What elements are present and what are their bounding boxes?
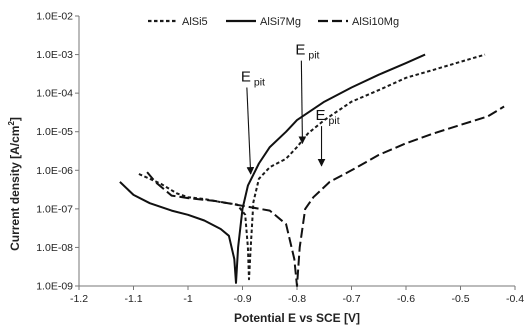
x-tick-label: -1 — [183, 293, 192, 305]
series-line-alsi7mg — [119, 53, 426, 284]
y-axis-title: Current density [A/cm2] — [7, 117, 22, 251]
x-tick-label: -1.2 — [70, 293, 88, 305]
y-tick-label: 1.0E-07 — [36, 203, 73, 215]
svg-text:Current density [A/cm2]: Current density [A/cm2] — [7, 117, 22, 251]
legend: AlSi5 AlSi7Mg AlSi10Mg — [148, 16, 399, 28]
y-tick-label: 1.0E-08 — [36, 242, 73, 254]
x-tick-label: -0.4 — [506, 293, 524, 305]
series-line-alsi5 — [138, 53, 486, 281]
y-axis-title-sup: 2 — [7, 121, 16, 126]
x-axis-title: Potential E vs SCE [V] — [234, 311, 360, 325]
annotation-arrow — [246, 87, 255, 175]
legend-label-alsi5: AlSi5 — [182, 16, 208, 28]
y-tick-label: 1.0E-05 — [36, 126, 73, 138]
y-axis-title-main: Current density [A/cm — [8, 126, 22, 251]
x-tick-label: -1.1 — [124, 293, 142, 305]
x-tick-label: -0.6 — [397, 293, 415, 305]
x-tick-label: -0.9 — [233, 293, 251, 305]
x-tick-label: -0.7 — [342, 293, 360, 305]
y-tick-label: 1.0E-09 — [36, 281, 73, 293]
series-line-alsi10mg — [146, 105, 505, 287]
legend-label-alsi10mg: AlSi10Mg — [352, 16, 399, 28]
y-tick-label: 1.0E-06 — [36, 165, 73, 177]
y-tick-label: 1.0E-02 — [36, 11, 73, 23]
plot-area: 1.0E-09 1.0E-08 1.0E-07 1.0E-06 1.0E-05 1.0E-… — [36, 11, 524, 306]
y-tick-label: 1.0E-03 — [36, 49, 73, 61]
x-tick-label: -0.5 — [451, 293, 469, 305]
legend-label-alsi7mg: AlSi7Mg — [260, 16, 301, 28]
y-tick-label: 1.0E-04 — [36, 88, 73, 100]
annotation-arrow — [298, 60, 307, 145]
x-tick-label: -0.8 — [288, 293, 306, 305]
y-axis-title-end: ] — [8, 117, 22, 121]
